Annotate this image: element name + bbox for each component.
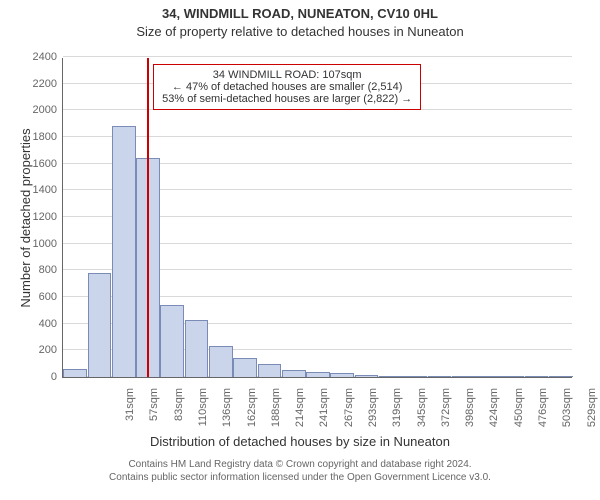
x-tick-label: 136sqm xyxy=(221,383,233,440)
x-tick-label: 503sqm xyxy=(561,383,573,440)
y-tick-label: 1200 xyxy=(33,211,63,223)
histogram-bar xyxy=(379,376,403,377)
x-tick-label: 162sqm xyxy=(246,383,258,440)
histogram-bar xyxy=(112,126,136,377)
x-tick-label: 110sqm xyxy=(197,383,209,440)
y-tick-label: 1400 xyxy=(33,184,63,196)
footer-line-1: Contains HM Land Registry data © Crown c… xyxy=(0,458,600,471)
plot-area: 0200400600800100012001400160018002000220… xyxy=(62,58,572,378)
x-tick-label: 31sqm xyxy=(124,383,136,440)
y-tick-label: 400 xyxy=(39,318,63,330)
histogram-bar xyxy=(185,320,209,377)
histogram-bar xyxy=(88,273,112,377)
x-tick-label: 57sqm xyxy=(148,383,160,440)
y-tick-label: 1000 xyxy=(33,238,63,250)
x-tick-label: 372sqm xyxy=(440,383,452,440)
histogram-bar xyxy=(63,369,87,377)
histogram-bar xyxy=(330,373,354,377)
histogram-bar xyxy=(160,305,184,377)
annotation-line: 34 WINDMILL ROAD: 107sqm xyxy=(162,69,412,81)
gridline xyxy=(63,136,572,137)
footer-line-2: Contains public sector information licen… xyxy=(0,471,600,484)
histogram-bar xyxy=(209,346,233,377)
y-axis-label: Number of detached properties xyxy=(18,58,33,378)
histogram-bar xyxy=(403,376,427,377)
y-tick-label: 0 xyxy=(51,371,63,383)
x-tick-label: 214sqm xyxy=(294,383,306,440)
histogram-bar xyxy=(282,370,306,377)
annotation-box: 34 WINDMILL ROAD: 107sqm← 47% of detache… xyxy=(153,64,421,110)
y-tick-label: 600 xyxy=(39,291,63,303)
histogram-bar xyxy=(549,376,573,377)
gridline xyxy=(63,56,572,57)
y-tick-label: 1800 xyxy=(33,131,63,143)
x-tick-label: 476sqm xyxy=(537,383,549,440)
title-main: 34, WINDMILL ROAD, NUNEATON, CV10 0HL xyxy=(0,6,600,21)
x-tick-label: 188sqm xyxy=(270,383,282,440)
y-tick-label: 200 xyxy=(39,344,63,356)
chart-container: 34, WINDMILL ROAD, NUNEATON, CV10 0HL Si… xyxy=(0,0,600,500)
y-tick-label: 2000 xyxy=(33,104,63,116)
x-tick-label: 398sqm xyxy=(464,383,476,440)
footer: Contains HM Land Registry data © Crown c… xyxy=(0,458,600,484)
y-tick-label: 1600 xyxy=(33,158,63,170)
x-tick-label: 529sqm xyxy=(586,383,598,440)
x-tick-label: 293sqm xyxy=(367,383,379,440)
x-axis-label: Distribution of detached houses by size … xyxy=(0,434,600,449)
histogram-bar xyxy=(525,376,549,377)
x-tick-label: 319sqm xyxy=(391,383,403,440)
histogram-bar xyxy=(258,364,282,377)
histogram-bar xyxy=(428,376,452,377)
x-tick-label: 241sqm xyxy=(318,383,330,440)
x-tick-label: 267sqm xyxy=(343,383,355,440)
annotation-line: ← 47% of detached houses are smaller (2,… xyxy=(162,81,412,93)
y-tick-label: 2400 xyxy=(33,51,63,63)
x-tick-label: 450sqm xyxy=(513,383,525,440)
x-tick-label: 345sqm xyxy=(416,383,428,440)
histogram-bar xyxy=(355,375,379,377)
x-tick-label: 424sqm xyxy=(488,383,500,440)
histogram-bar xyxy=(500,376,524,377)
annotation-line: 53% of semi-detached houses are larger (… xyxy=(162,93,412,105)
histogram-bar xyxy=(233,358,257,377)
y-tick-label: 800 xyxy=(39,264,63,276)
title-sub: Size of property relative to detached ho… xyxy=(0,24,600,39)
y-tick-label: 2200 xyxy=(33,78,63,90)
x-tick-label: 83sqm xyxy=(173,383,185,440)
marker-line xyxy=(147,58,149,377)
histogram-bar xyxy=(476,376,500,377)
histogram-bar xyxy=(306,372,330,377)
histogram-bar xyxy=(452,376,476,377)
